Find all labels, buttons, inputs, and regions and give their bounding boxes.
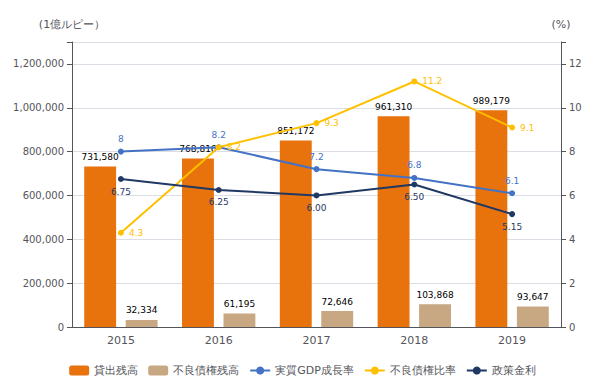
svg-text:6.1: 6.1 — [505, 176, 519, 186]
svg-text:4: 4 — [569, 234, 575, 245]
svg-text:961,310: 961,310 — [375, 102, 412, 112]
svg-text:2019: 2019 — [498, 334, 526, 347]
svg-text:不良債権比率: 不良債権比率 — [390, 364, 456, 377]
svg-text:1,000,000: 1,000,000 — [13, 102, 64, 113]
svg-text:(%): (%) — [551, 18, 570, 31]
svg-text:731,580: 731,580 — [82, 152, 119, 162]
svg-text:600,000: 600,000 — [23, 190, 64, 201]
svg-text:103,868: 103,868 — [416, 290, 453, 300]
svg-text:政策金利: 政策金利 — [492, 364, 536, 377]
svg-text:(1億ルピー）: (1億ルピー） — [39, 18, 105, 31]
svg-text:4.3: 4.3 — [129, 228, 143, 238]
svg-text:93,647: 93,647 — [517, 292, 549, 302]
svg-text:61,195: 61,195 — [224, 299, 256, 309]
svg-text:0: 0 — [569, 322, 575, 333]
svg-text:5.15: 5.15 — [502, 222, 522, 232]
svg-text:989,179: 989,179 — [473, 96, 510, 106]
svg-text:72,646: 72,646 — [321, 297, 353, 307]
svg-text:9.3: 9.3 — [325, 118, 339, 128]
svg-text:7.2: 7.2 — [309, 152, 323, 162]
svg-text:6.00: 6.00 — [306, 203, 326, 213]
svg-text:12: 12 — [569, 58, 582, 69]
svg-text:32,334: 32,334 — [126, 305, 158, 315]
svg-text:6.25: 6.25 — [209, 197, 229, 207]
svg-text:6.8: 6.8 — [407, 160, 422, 170]
svg-text:9.1: 9.1 — [520, 123, 534, 133]
svg-text:11.2: 11.2 — [422, 76, 442, 86]
svg-text:2: 2 — [569, 278, 575, 289]
svg-text:8: 8 — [569, 146, 575, 157]
svg-text:6: 6 — [569, 190, 575, 201]
svg-text:8.2: 8.2 — [227, 142, 241, 152]
svg-text:2016: 2016 — [205, 334, 233, 347]
svg-text:2015: 2015 — [107, 334, 135, 347]
svg-text:10: 10 — [569, 102, 582, 113]
svg-text:8.2: 8.2 — [212, 130, 226, 140]
svg-text:0: 0 — [58, 322, 64, 333]
svg-text:800,000: 800,000 — [23, 146, 64, 157]
svg-text:200,000: 200,000 — [23, 278, 64, 289]
svg-text:1,200,000: 1,200,000 — [13, 58, 64, 69]
svg-text:400,000: 400,000 — [23, 234, 64, 245]
svg-text:貸出残高: 貸出残高 — [94, 364, 138, 377]
svg-text:不良債権残高: 不良債権残高 — [173, 364, 239, 377]
svg-text:8: 8 — [118, 134, 124, 144]
svg-text:851,172: 851,172 — [277, 125, 315, 136]
svg-text:2017: 2017 — [303, 334, 331, 347]
svg-text:6.75: 6.75 — [111, 187, 131, 197]
svg-text:6.50: 6.50 — [404, 192, 424, 202]
svg-text:768,816: 768,816 — [179, 144, 217, 154]
svg-text:実質GDP成長率: 実質GDP成長率 — [275, 364, 354, 377]
svg-text:2018: 2018 — [400, 334, 428, 347]
